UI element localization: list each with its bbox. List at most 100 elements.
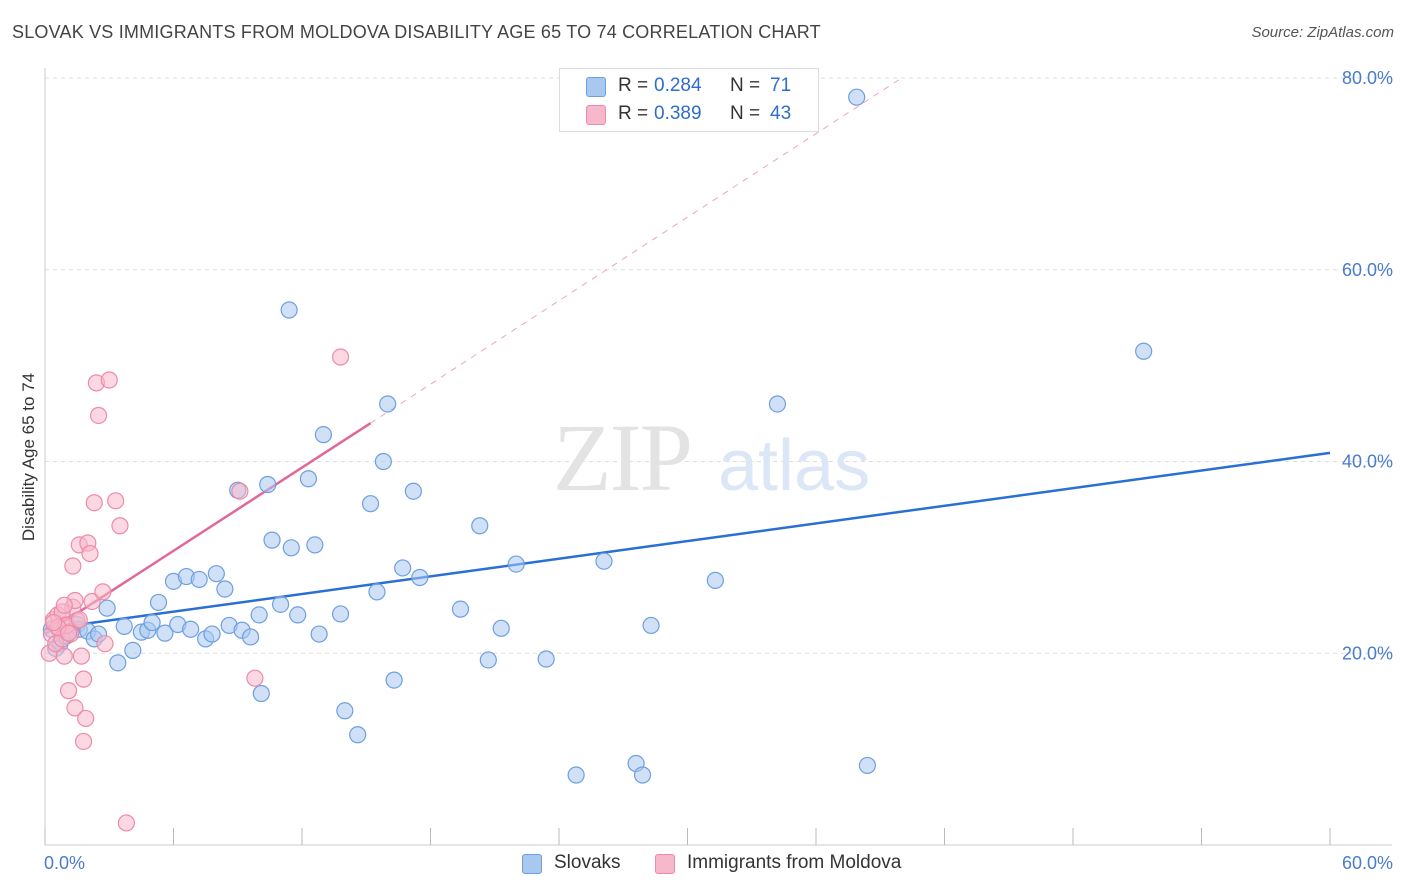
y-tick-label: 40.0%: [1342, 452, 1393, 472]
point-moldova: [66, 699, 84, 717]
point-moldova: [117, 814, 135, 832]
bottom-legend-label: Slovaks: [554, 852, 621, 873]
point-moldova: [246, 669, 264, 687]
point-slovaks: [252, 684, 270, 703]
point-slovaks: [374, 452, 392, 471]
point-moldova: [107, 492, 125, 510]
legend-swatch-blue: [586, 77, 606, 97]
point-slovaks: [336, 702, 354, 720]
point-slovaks: [768, 395, 787, 413]
point-moldova: [231, 482, 249, 500]
legend-r-value: 0.284: [654, 75, 702, 96]
point-moldova: [77, 709, 95, 728]
point-moldova: [55, 647, 73, 665]
legend-n-label: N =: [730, 75, 761, 96]
point-slovaks: [492, 619, 510, 637]
point-moldova: [59, 682, 78, 700]
point-moldova: [70, 611, 88, 629]
point-slovaks: [207, 565, 225, 583]
legend-n-value: 43: [770, 103, 792, 124]
point-slovaks: [143, 613, 161, 632]
point-slovaks: [98, 599, 116, 617]
point-moldova: [74, 732, 93, 751]
point-slovaks: [331, 605, 350, 623]
bottom-legend-swatch-pink: [655, 854, 675, 874]
chart-title: SLOVAK VS IMMIGRANTS FROM MOLDOVA DISABI…: [12, 22, 821, 42]
point-slovaks: [314, 426, 333, 444]
watermark-atlas: atlas: [718, 426, 870, 506]
grid-lines: [45, 77, 1392, 654]
point-slovaks: [642, 616, 660, 635]
point-slovaks: [115, 617, 133, 636]
point-slovaks: [848, 88, 866, 106]
point-slovaks: [361, 495, 380, 513]
legend-swatch-pink: [586, 105, 606, 125]
y-tick-label: 60.0%: [1342, 260, 1393, 280]
point-slovaks: [404, 482, 422, 500]
point-slovaks: [537, 650, 555, 668]
legend-r-label: R =: [618, 103, 649, 124]
point-slovaks: [451, 600, 470, 618]
point-slovaks: [507, 555, 525, 573]
point-slovaks: [182, 620, 200, 638]
point-slovaks: [203, 625, 221, 643]
y-tick-label: 80.0%: [1342, 68, 1393, 88]
point-slovaks: [394, 559, 412, 577]
point-slovaks: [282, 539, 300, 557]
point-moldova: [64, 557, 82, 575]
point-moldova: [331, 348, 350, 366]
x-tick-label: 60.0%: [1342, 853, 1393, 873]
point-slovaks: [271, 595, 290, 613]
y-axis-label: Disability Age 65 to 74: [19, 373, 38, 541]
point-slovaks: [385, 671, 403, 689]
point-moldova: [55, 596, 73, 614]
point-slovaks: [263, 531, 281, 549]
point-slovaks: [190, 570, 208, 589]
point-moldova: [89, 406, 108, 425]
point-slovaks: [149, 593, 168, 612]
trendline-slovaks: [44, 451, 1331, 631]
legend: R = 0.284 N = 71 R = 0.389 N = 43: [559, 68, 819, 132]
point-slovaks: [479, 651, 497, 669]
legend-r-label: R =: [618, 75, 649, 96]
trendline-moldova: [370, 77, 902, 424]
data-points: [40, 88, 1153, 832]
point-slovaks: [567, 766, 585, 784]
point-slovaks: [242, 628, 260, 646]
point-moldova: [74, 670, 93, 688]
point-slovaks: [280, 301, 298, 319]
point-moldova: [72, 647, 91, 665]
point-slovaks: [595, 552, 613, 570]
point-slovaks: [216, 580, 234, 598]
point-slovaks: [299, 470, 318, 488]
point-moldova: [44, 613, 63, 632]
point-moldova: [85, 494, 103, 512]
point-moldova: [81, 544, 99, 563]
point-moldova: [96, 635, 114, 653]
y-tick-label: 20.0%: [1342, 643, 1393, 663]
point-slovaks: [109, 654, 127, 672]
bottom-legend-swatch-blue: [522, 854, 542, 874]
tick-labels: 20.0% 40.0% 60.0% 80.0% 0.0% 60.0%: [44, 68, 1393, 873]
point-moldova: [111, 517, 129, 535]
point-slovaks: [411, 568, 429, 587]
point-slovaks: [310, 625, 328, 643]
legend-n-value: 71: [770, 75, 792, 96]
point-slovaks: [156, 624, 174, 642]
axes: [44, 68, 1392, 846]
point-slovaks: [349, 726, 367, 744]
point-slovaks: [289, 606, 307, 624]
point-slovaks: [1135, 342, 1153, 360]
x-tick-label: 0.0%: [44, 853, 85, 873]
point-slovaks: [858, 756, 877, 775]
point-slovaks: [259, 475, 277, 494]
point-slovaks: [124, 641, 142, 659]
legend-r-value: 0.389: [654, 103, 702, 124]
bottom-legend-label: Immigrants from Moldova: [687, 852, 902, 873]
legend-n-label: N =: [730, 103, 761, 124]
point-moldova: [100, 371, 118, 389]
point-slovaks: [706, 571, 724, 589]
watermark: ZIP atlas: [553, 404, 870, 511]
point-slovaks: [633, 766, 652, 784]
